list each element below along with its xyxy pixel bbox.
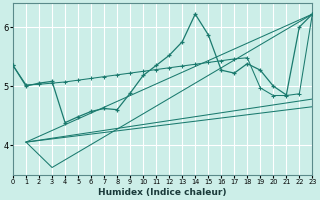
X-axis label: Humidex (Indice chaleur): Humidex (Indice chaleur) <box>99 188 227 197</box>
